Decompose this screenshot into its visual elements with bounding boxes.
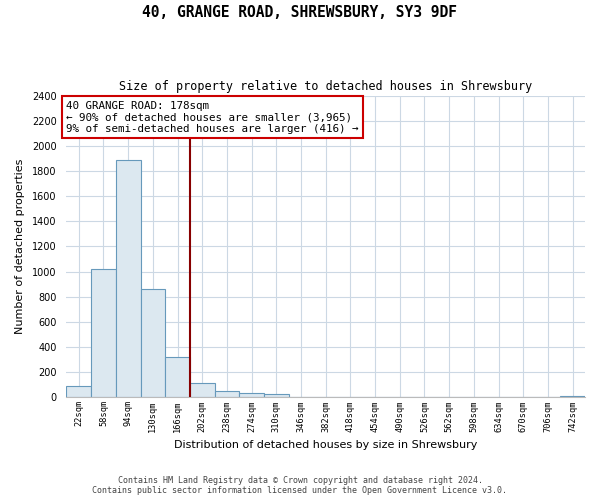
Bar xyxy=(264,394,289,398)
Bar xyxy=(91,269,116,398)
Y-axis label: Number of detached properties: Number of detached properties xyxy=(15,159,25,334)
Bar xyxy=(215,391,239,398)
Text: Contains HM Land Registry data © Crown copyright and database right 2024.
Contai: Contains HM Land Registry data © Crown c… xyxy=(92,476,508,495)
Bar xyxy=(165,357,190,398)
Bar xyxy=(67,386,91,398)
Text: 40, GRANGE ROAD, SHREWSBURY, SY3 9DF: 40, GRANGE ROAD, SHREWSBURY, SY3 9DF xyxy=(143,5,458,20)
X-axis label: Distribution of detached houses by size in Shrewsbury: Distribution of detached houses by size … xyxy=(174,440,478,450)
Text: 40 GRANGE ROAD: 178sqm
← 90% of detached houses are smaller (3,965)
9% of semi-d: 40 GRANGE ROAD: 178sqm ← 90% of detached… xyxy=(67,100,359,134)
Bar xyxy=(190,383,215,398)
Bar xyxy=(140,289,165,398)
Bar xyxy=(239,393,264,398)
Bar xyxy=(116,160,140,398)
Title: Size of property relative to detached houses in Shrewsbury: Size of property relative to detached ho… xyxy=(119,80,532,93)
Bar xyxy=(560,396,585,398)
